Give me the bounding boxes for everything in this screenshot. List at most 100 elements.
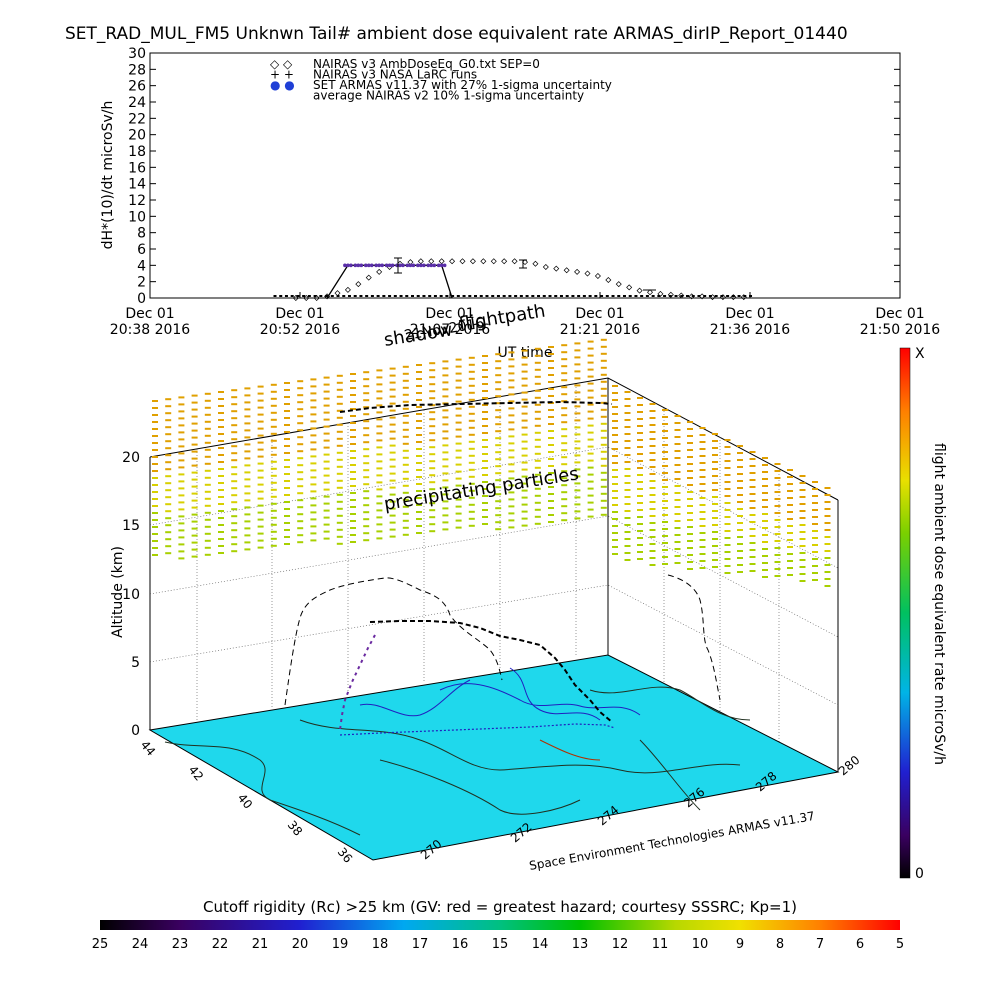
particle-marker [574,447,581,450]
particle-marker [824,571,831,573]
particle-marker [284,431,290,433]
particle-marker [402,526,409,529]
particle-marker [191,506,198,509]
particle-marker [402,498,409,501]
zero-marker [542,295,546,297]
particle-marker [724,467,731,469]
particle-marker [699,497,706,499]
particle-marker [574,384,581,387]
particle-marker [323,425,330,428]
particle-marker [687,463,693,465]
particle-marker [508,442,515,445]
particle-marker [297,478,304,481]
x-tick-time: 21:50 2016 [860,322,941,338]
zero-marker [342,295,346,297]
zero-marker [330,295,334,297]
particle-marker [429,523,436,526]
particle-marker [191,408,198,411]
zero-marker [691,295,695,297]
particle-marker [561,470,568,473]
particle-marker [455,442,462,445]
nairas-point [417,258,424,265]
zero-marker [514,295,518,297]
particle-marker [165,503,172,506]
particle-marker [482,516,488,518]
particle-marker [204,476,211,479]
particle-marker [336,535,343,538]
particle-marker [231,480,238,483]
particle-marker [774,561,781,563]
particle-marker [416,504,422,506]
particle-marker [674,443,681,445]
particle-marker [774,519,781,521]
zero-marker [296,295,300,297]
particle-marker [787,490,793,492]
particle-marker [534,431,541,434]
particle-marker [612,553,618,555]
zero-marker [485,295,489,297]
particle-marker [244,443,251,446]
particle-marker [521,398,528,401]
particle-marker [231,536,238,539]
particle-marker [482,502,488,504]
nairas-point [584,270,591,277]
particle-marker [257,420,264,423]
particle-marker [534,452,541,455]
particle-marker [416,525,422,527]
x-tick-time: 20:52 2016 [260,322,341,338]
particle-marker [257,434,264,437]
particle-marker [561,477,568,480]
particle-marker [244,492,251,495]
particle-marker [191,555,198,558]
particle-marker [218,538,224,540]
particle-marker [389,521,396,524]
particle-marker [624,503,631,505]
particle-marker [218,440,224,442]
particle-marker [165,454,172,457]
particle-marker [231,424,238,427]
particle-marker [455,393,462,396]
particle-marker [376,369,383,372]
particle-marker [284,417,290,419]
z-axis-label: Altitude (km) [110,546,126,638]
particle-marker [600,387,607,390]
particle-marker [455,421,462,424]
particle-marker [749,507,756,509]
particle-marker [218,531,224,533]
particle-marker [363,518,370,521]
particle-marker [574,482,581,485]
armas-point [432,263,437,268]
particle-marker [389,514,396,517]
particle-marker [600,506,607,509]
particle-marker [429,439,436,442]
particle-marker [416,441,422,443]
particle-marker [812,481,818,483]
particle-marker [152,407,158,409]
plot-frame [149,52,901,299]
particle-marker [812,495,818,497]
particle-marker [612,469,618,471]
particle-marker [297,457,304,460]
rigidity-tick-label: 23 [172,937,189,952]
particle-marker [376,502,383,505]
particle-marker [416,462,422,464]
particle-marker [270,523,277,526]
particle-marker [561,519,568,522]
particle-marker [284,410,290,412]
particle-marker [468,391,475,394]
particle-marker [482,523,488,525]
particle-marker [152,505,158,507]
particle-marker [191,464,198,467]
nairas-point [355,281,362,288]
particle-marker [429,369,436,372]
particle-marker [495,437,502,440]
particle-marker [218,496,224,498]
particle-marker [600,422,607,425]
particle-marker [204,546,211,549]
particle-marker [270,509,277,512]
particle-marker [534,368,541,371]
particle-marker [600,394,607,397]
particle-marker [323,502,330,505]
particle-marker [442,374,449,377]
nairas-point [678,292,685,299]
